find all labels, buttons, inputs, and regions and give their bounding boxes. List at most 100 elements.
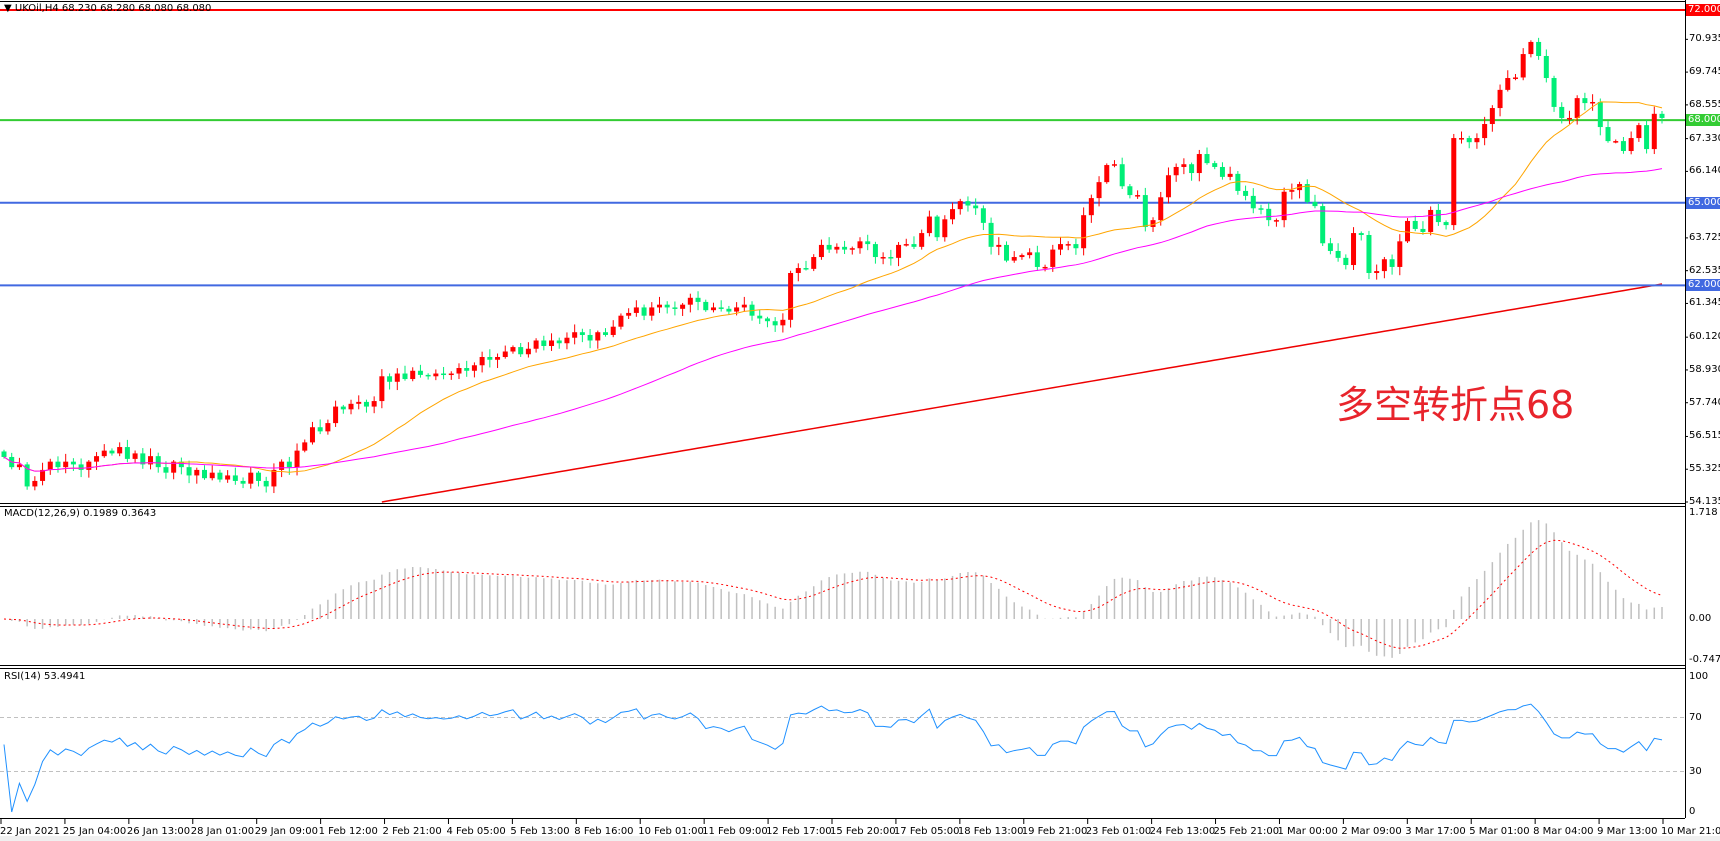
bear-candle [726,308,732,312]
bull-candle [687,297,693,305]
bull-candle [1451,138,1457,226]
bull-candle [919,233,925,247]
bear-candle [1327,243,1333,251]
bull-candle [633,307,639,313]
time-tick-label: 17 Feb 05:00 [893,826,960,837]
time-tick-label: 19 Feb 21:00 [1021,826,1088,837]
bull-candle [148,456,154,465]
bull-candle [1528,41,1534,55]
bear-candle [772,321,778,326]
time-tick-label: 1 Feb 12:00 [318,826,378,837]
bull-candle [903,244,909,246]
bear-candle [1605,127,1611,142]
bear-candle [1343,257,1349,266]
time-tick-label: 10 Mar 21:00 [1661,826,1720,837]
bear-candle [1412,220,1418,229]
bear-candle [1320,206,1326,244]
time-tick-label: 11 Feb 09:00 [702,826,768,837]
bull-candle [610,326,616,335]
time-tick-label: 1 Mar 00:00 [1277,826,1338,837]
bull-candle [942,219,948,238]
bear-candle [1258,208,1264,210]
bull-candle [618,315,624,327]
bear-candle [163,467,169,473]
bear-candle [973,205,979,209]
bull-candle [656,304,662,308]
rsi-line [3,703,1663,813]
bear-candle [1366,235,1372,274]
bull-candle [394,373,400,382]
bull-candle [1050,249,1056,267]
time-tick-label: 15 Feb 20:00 [830,826,896,837]
bull-candle [533,340,539,349]
bear-candle [255,472,261,481]
bull-candle [302,442,308,451]
price-tick-label: 66.140 [1689,165,1720,177]
bear-candle [1443,222,1449,226]
bear-candle [1127,186,1133,196]
bull-candle [86,461,92,470]
bear-candle [1,451,7,457]
bull-candle [32,480,38,487]
bull-candle [572,332,578,338]
bull-candle [834,246,840,250]
bull-candle [456,368,462,374]
ohlc-readout: 68.230 68.280 68.080 68.080 [61,3,212,14]
bear-candle [556,340,562,344]
bull-candle [1636,125,1642,139]
bull-candle [1111,164,1117,166]
level-badge-65.000: 65.000 [1686,196,1720,209]
bear-candle [541,340,547,346]
bull-candle [1165,175,1171,198]
bull-candle [1289,190,1295,192]
bull-candle [1428,209,1434,232]
bull-candle [1474,138,1480,143]
bear-candle [217,472,223,480]
bear-candle [703,301,709,311]
bear-candle [1335,250,1341,258]
bear-candle [263,480,269,487]
bull-candle [194,469,200,476]
dropdown-arrow-icon[interactable]: ▼ [4,3,12,14]
bull-candle [1273,220,1279,222]
bear-candle [232,475,238,481]
bull-candle [1173,166,1179,176]
bull-candle [1613,141,1619,143]
bull-candle [309,427,315,443]
time-tick-label: 5 Mar 01:00 [1469,826,1530,837]
slow-ma-line [381,283,1663,503]
bull-candle [325,423,331,432]
bear-candle [1358,233,1364,236]
bear-candle [518,347,524,355]
bull-candle [410,370,416,380]
time-tick-label: 26 Jan 13:00 [126,826,191,837]
bull-candle [1150,220,1156,228]
bull-candle [171,461,177,473]
bear-candle [402,373,408,380]
bull-candle [433,373,439,377]
bear-candle [865,241,871,245]
time-tick-label: 12 Feb 17:00 [766,826,832,837]
bull-candle [788,273,794,320]
bear-candle [1189,164,1195,174]
time-tick-label: 28 Jan 01:00 [190,826,255,837]
bear-candle [24,464,30,487]
time-tick-label: 2 Feb 21:00 [382,826,442,837]
time-tick-label: 5 Feb 13:00 [510,826,570,837]
time-tick-label: 8 Feb 16:00 [574,826,634,837]
bear-candle [1219,166,1225,177]
bear-candle [888,257,894,259]
bull-candle [1574,98,1580,118]
bull-candle [564,337,570,344]
bear-candle [441,373,447,376]
bull-candle [1096,182,1102,199]
bull-candle [40,469,46,481]
bull-candle [1196,154,1202,174]
bear-candle [1250,195,1256,209]
bear-candle [911,244,917,247]
bear-candle [186,467,192,476]
bear-candle [695,297,701,302]
macd-title: MACD(12,26,9) 0.1989 0.3643 [4,508,157,519]
symbol-label: UKOil,H4 [14,3,59,14]
